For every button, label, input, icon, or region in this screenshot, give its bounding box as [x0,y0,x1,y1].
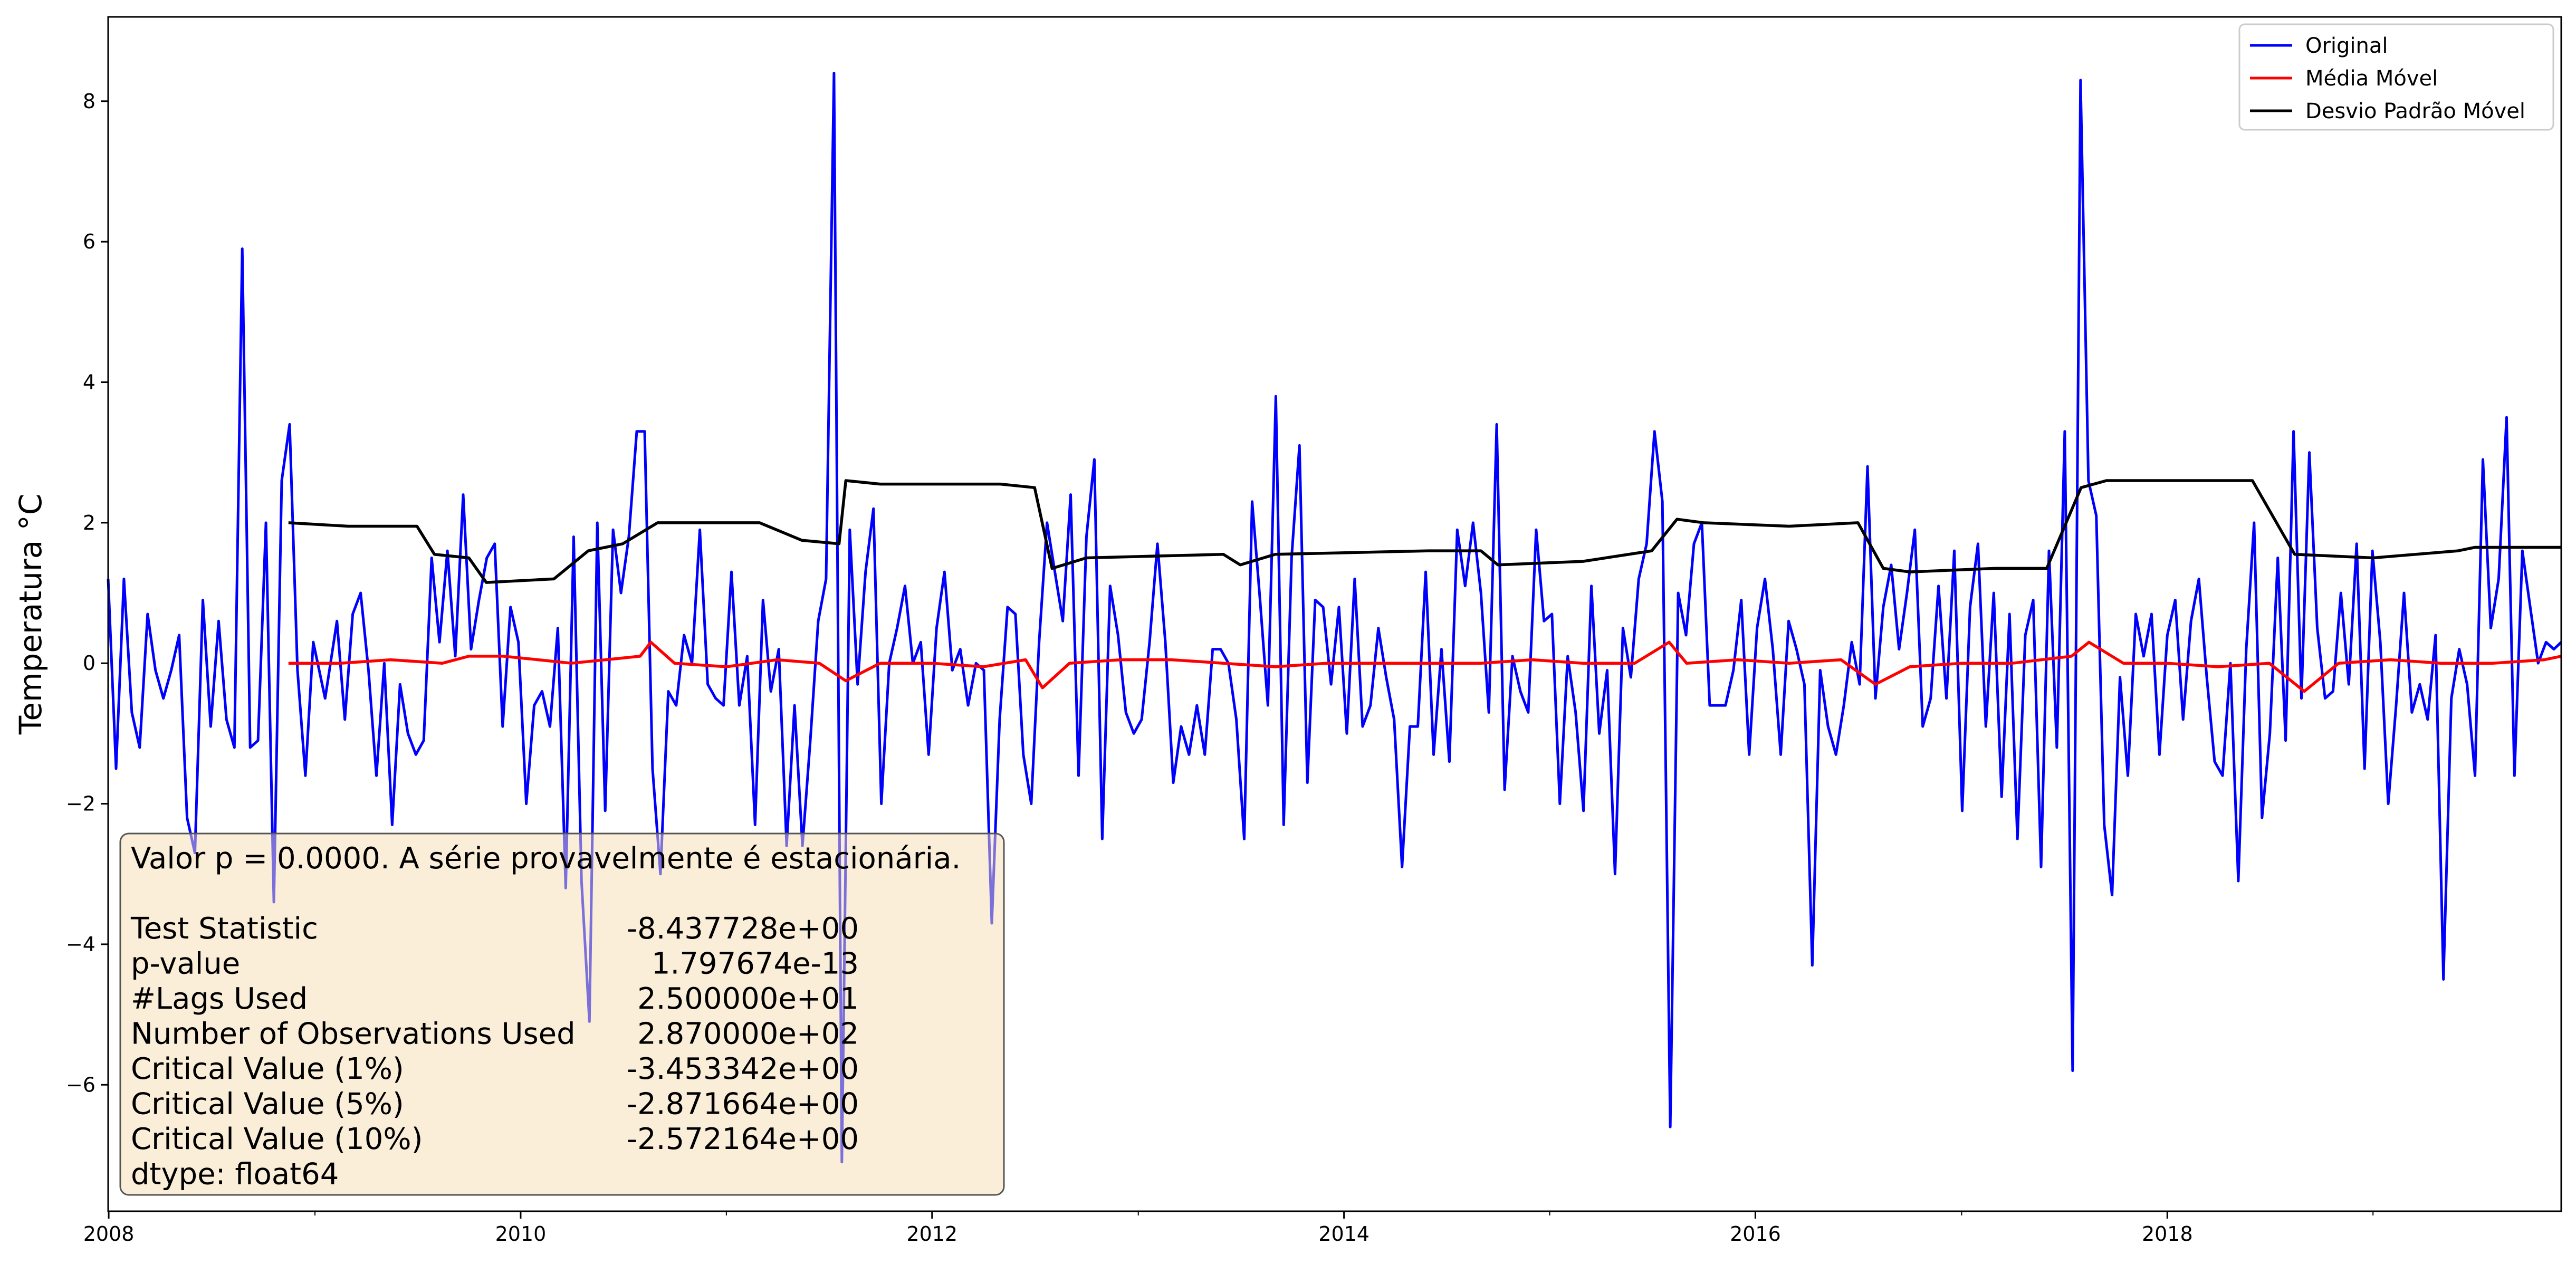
x-tick-label: 2014 [1318,1222,1370,1246]
x-tick-label: 2008 [83,1222,135,1246]
stats-row-value: -8.437728e+00 [627,912,859,946]
x-tick-label: 2016 [1730,1222,1781,1246]
stats-row-label: #Lags Used [131,982,308,1016]
y-tick-label: 0 [83,652,95,675]
y-tick-label: 2 [83,511,95,534]
x-tick-label: 2012 [906,1222,957,1246]
stats-row-label: p-value [131,947,240,981]
stats-row-value: -2.871664e+00 [627,1087,859,1122]
y-tick-label: 8 [83,90,95,113]
y-tick-label: −6 [66,1073,95,1096]
y-tick-label: −2 [66,792,95,816]
series-line-desvio-padr-o-m-vel [288,479,2561,584]
y-tick-label: 6 [83,230,95,253]
y-tick-label: −4 [66,933,95,956]
series-line-m-dia-m-vel [288,640,2562,693]
stats-row-value: -2.572164e+00 [627,1122,859,1156]
legend-label: Original [2305,34,2388,58]
plot-frame [107,16,2562,1212]
legend-label: Média Móvel [2305,66,2438,91]
stats-row-label: Critical Value (5%) [131,1087,404,1122]
stats-footer: dtype: float64 [131,1157,339,1192]
stats-row-value: 1.797674e-13 [652,947,859,981]
stats-headline: Valor p = 0.0000. A série provavelmente … [131,841,961,876]
stats-box [119,832,1005,1196]
stats-row-label: Number of Observations Used [131,1017,576,1051]
y-axis-label: Temperatura °C [13,494,49,735]
x-tick-label: 2010 [495,1222,547,1246]
stats-row-label: Critical Value (10%) [131,1122,423,1156]
series-line-original [107,72,2562,1164]
legend-box [2238,23,2554,131]
stats-row-value: -3.453342e+00 [627,1052,859,1086]
stats-row-value: 2.500000e+01 [637,982,859,1016]
y-tick-label: 4 [83,371,95,394]
stats-row-value: 2.870000e+02 [637,1017,859,1051]
stats-row-label: Test Statistic [130,912,318,946]
legend-label: Desvio Padrão Móvel [2305,99,2525,123]
stats-row-label: Critical Value (1%) [131,1052,404,1086]
x-tick-label: 2018 [2142,1222,2193,1246]
